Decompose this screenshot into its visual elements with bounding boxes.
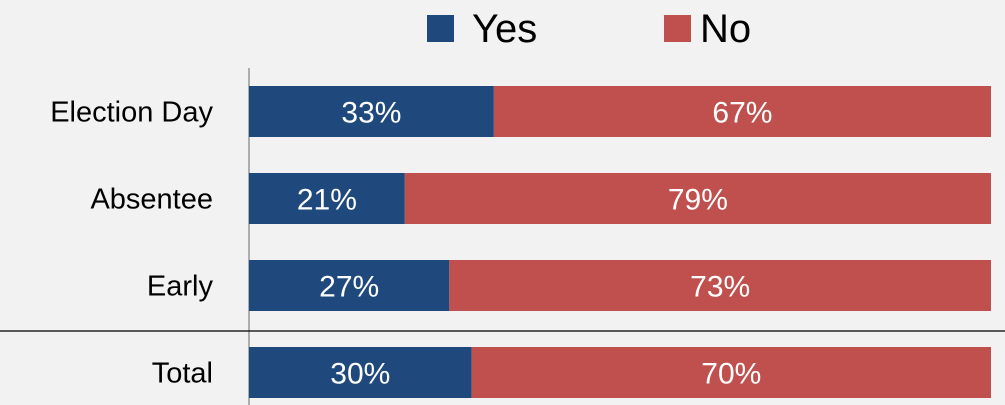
bar-election-day-no — [493, 86, 991, 137]
data-label-election-day-no: 67% — [712, 97, 772, 130]
legend-swatch-yes — [427, 15, 454, 42]
legend-label-yes: Yes — [472, 7, 537, 51]
category-labels: Election Day Absentee Early Total — [50, 97, 213, 390]
bars-group: 33% 67% 21% 79% 27% 73% 30% 70% — [249, 86, 992, 398]
category-label-absentee: Absentee — [90, 184, 213, 216]
bar-early-no — [449, 260, 992, 311]
data-label-early-no: 73% — [690, 271, 750, 304]
data-label-total-no: 70% — [701, 358, 761, 391]
data-label-total-yes: 30% — [330, 358, 390, 391]
category-label-total: Total — [152, 358, 213, 390]
data-label-early-yes: 27% — [319, 271, 379, 304]
bar-election-day-yes — [249, 86, 494, 137]
data-label-election-day-yes: 33% — [341, 97, 401, 130]
bar-absentee-yes — [249, 173, 405, 224]
data-label-absentee-no: 79% — [668, 184, 728, 217]
category-label-early: Early — [147, 271, 214, 303]
bar-early-yes — [249, 260, 450, 311]
legend: Yes No — [427, 7, 751, 51]
legend-label-no: No — [700, 7, 751, 51]
bar-total-yes — [249, 347, 472, 398]
bar-absentee-no — [404, 173, 991, 224]
bar-total-no — [471, 347, 992, 398]
legend-swatch-no — [664, 15, 691, 42]
category-label-election-day: Election Day — [50, 97, 213, 129]
data-label-absentee-yes: 21% — [297, 184, 357, 217]
